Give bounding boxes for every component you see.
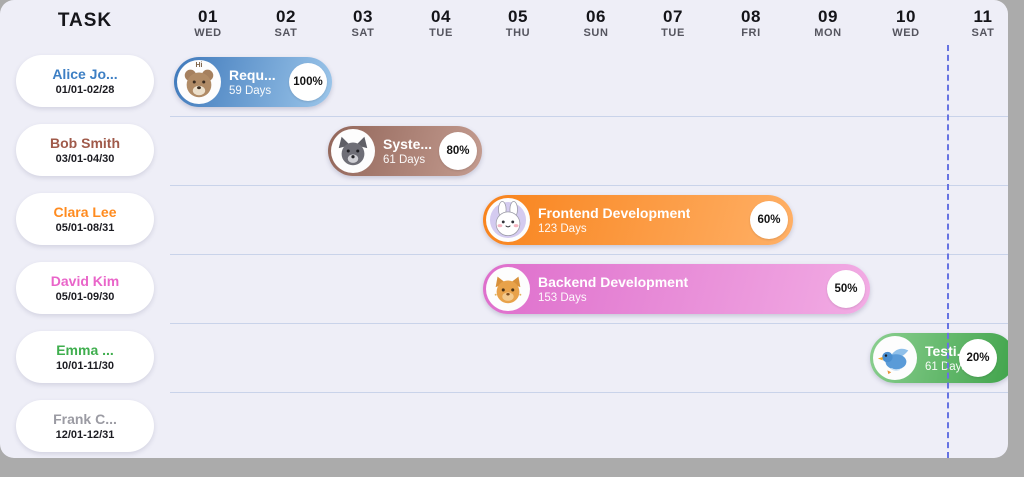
assignee-date-range: 05/01-09/30: [55, 291, 115, 303]
task-row-label-david[interactable]: David Kim 05/01-09/30: [16, 262, 154, 314]
assignee-name: Frank C...: [53, 411, 117, 427]
timeline-weekday: SAT: [971, 27, 995, 39]
timeline-month: 10: [896, 7, 916, 26]
row-separator: [170, 116, 1008, 117]
task-row-label-frank[interactable]: Frank C... 12/01-12/31: [16, 400, 154, 452]
row-separator: [170, 254, 1008, 255]
assignee-date-range: 01/01-02/28: [55, 84, 115, 96]
assignee-date-range: 05/01-08/31: [55, 222, 115, 234]
task-column-header: TASK: [57, 10, 113, 31]
assignee-name: Clara Lee: [53, 204, 117, 220]
timeline-column-08: 08 FRI: [716, 7, 786, 39]
progress-badge: 50%: [827, 270, 865, 308]
gantt-bar-testing[interactable]: Testi... 61 Days 20%: [870, 333, 1008, 383]
timeline-weekday: SAT: [274, 27, 298, 39]
assignee-name: Emma ...: [56, 342, 114, 358]
rabbit-avatar-icon: [486, 198, 530, 242]
timeline-column-09: 09 MON: [793, 7, 863, 39]
timeline-weekday: TUE: [429, 27, 453, 39]
bar-duration: 61 Days: [925, 361, 968, 373]
assignee-name: David Kim: [50, 273, 120, 289]
assignee-date-range: 10/01-11/30: [55, 360, 115, 372]
today-marker-line: [947, 45, 949, 458]
bar-text: Backend Development 153 Days: [538, 274, 688, 304]
timeline-column-11: 11 SAT: [948, 7, 1008, 39]
bar-text: Syste... 61 Days: [383, 136, 432, 166]
progress-badge: 80%: [439, 132, 477, 170]
timeline-month: 02: [276, 7, 296, 26]
row-separator: [170, 185, 1008, 186]
timeline-month: 05: [508, 7, 528, 26]
timeline-column-06: 06 SUN: [561, 7, 631, 39]
bar-task-name: Backend Development: [538, 274, 689, 290]
progress-badge: 100%: [289, 63, 327, 101]
timeline-column-07: 07 TUE: [638, 7, 708, 39]
timeline-month: 08: [741, 7, 761, 26]
bar-duration: 123 Days: [538, 223, 587, 235]
assignee-date-range: 12/01-12/31: [55, 429, 115, 441]
gantt-bar-system[interactable]: Syste... 61 Days 80%: [328, 126, 482, 176]
timeline-weekday: THU: [505, 27, 531, 39]
gantt-bar-frontend-development[interactable]: Frontend Development 123 Days 60%: [483, 195, 793, 245]
avatar-note: Hi: [195, 62, 203, 69]
timeline-column-04: 04 TUE: [406, 7, 476, 39]
timeline-month: 09: [818, 7, 838, 26]
assignee-date-range: 03/01-04/30: [55, 153, 115, 165]
timeline-column-10: 10 WED: [871, 7, 941, 39]
task-row-label-alice[interactable]: Alice Jo... 01/01-02/28: [16, 55, 154, 107]
timeline-column-03: 03 SAT: [328, 7, 398, 39]
bear-avatar-icon: Hi: [177, 60, 221, 104]
timeline-column-05: 05 THU: [483, 7, 553, 39]
bar-text: Requ... 59 Days: [229, 67, 276, 97]
timeline-weekday: WED: [194, 27, 222, 39]
timeline-column-02: 02 SAT: [251, 7, 321, 39]
bar-task-name: Frontend Development: [538, 205, 691, 221]
task-row-label-clara[interactable]: Clara Lee 05/01-08/31: [16, 193, 154, 245]
timeline-column-01: 01 WED: [173, 7, 243, 39]
bar-duration: 59 Days: [229, 85, 272, 97]
timeline-month: 01: [198, 7, 218, 26]
row-separator: [170, 392, 1008, 393]
gantt-chart-card: TASK 01 WED 02 SAT 03 SAT 04 TUE 05 THU …: [0, 0, 1008, 458]
bar-duration: 153 Days: [538, 292, 587, 304]
timeline-weekday: MON: [814, 27, 842, 39]
timeline-weekday: SUN: [583, 27, 609, 39]
timeline-month: 07: [663, 7, 683, 26]
timeline-weekday: TUE: [661, 27, 685, 39]
gantt-bar-requirements[interactable]: Hi Requ... 59 Days 100%: [174, 57, 332, 107]
timeline-month: 11: [973, 7, 993, 26]
bar-task-name: Testi...: [925, 343, 969, 359]
timeline-weekday: WED: [892, 27, 920, 39]
bar-text: Testi... 61 Days: [925, 343, 968, 373]
wolf-avatar-icon: [331, 129, 375, 173]
gantt-bar-backend-development[interactable]: Backend Development 153 Days 50%: [483, 264, 870, 314]
progress-badge: 20%: [959, 339, 997, 377]
timeline-weekday: SAT: [351, 27, 375, 39]
bar-duration: 61 Days: [383, 154, 426, 166]
progress-badge: 60%: [750, 201, 788, 239]
bird-avatar-icon: [873, 336, 917, 380]
timeline-month: 04: [431, 7, 451, 26]
timeline-month: 06: [586, 7, 606, 26]
task-row-label-emma[interactable]: Emma ... 10/01-11/30: [16, 331, 154, 383]
bar-text: Frontend Development 123 Days: [538, 205, 690, 235]
bar-task-name: Syste...: [383, 136, 433, 152]
timeline-month: 03: [353, 7, 373, 26]
bar-task-name: Requ...: [229, 67, 276, 83]
cat-avatar-icon: [486, 267, 530, 311]
row-separator: [170, 323, 1008, 324]
task-row-label-bob[interactable]: Bob Smith 03/01-04/30: [16, 124, 154, 176]
assignee-name: Bob Smith: [50, 135, 120, 151]
assignee-name: Alice Jo...: [52, 66, 118, 82]
timeline-weekday: FRI: [741, 27, 761, 39]
